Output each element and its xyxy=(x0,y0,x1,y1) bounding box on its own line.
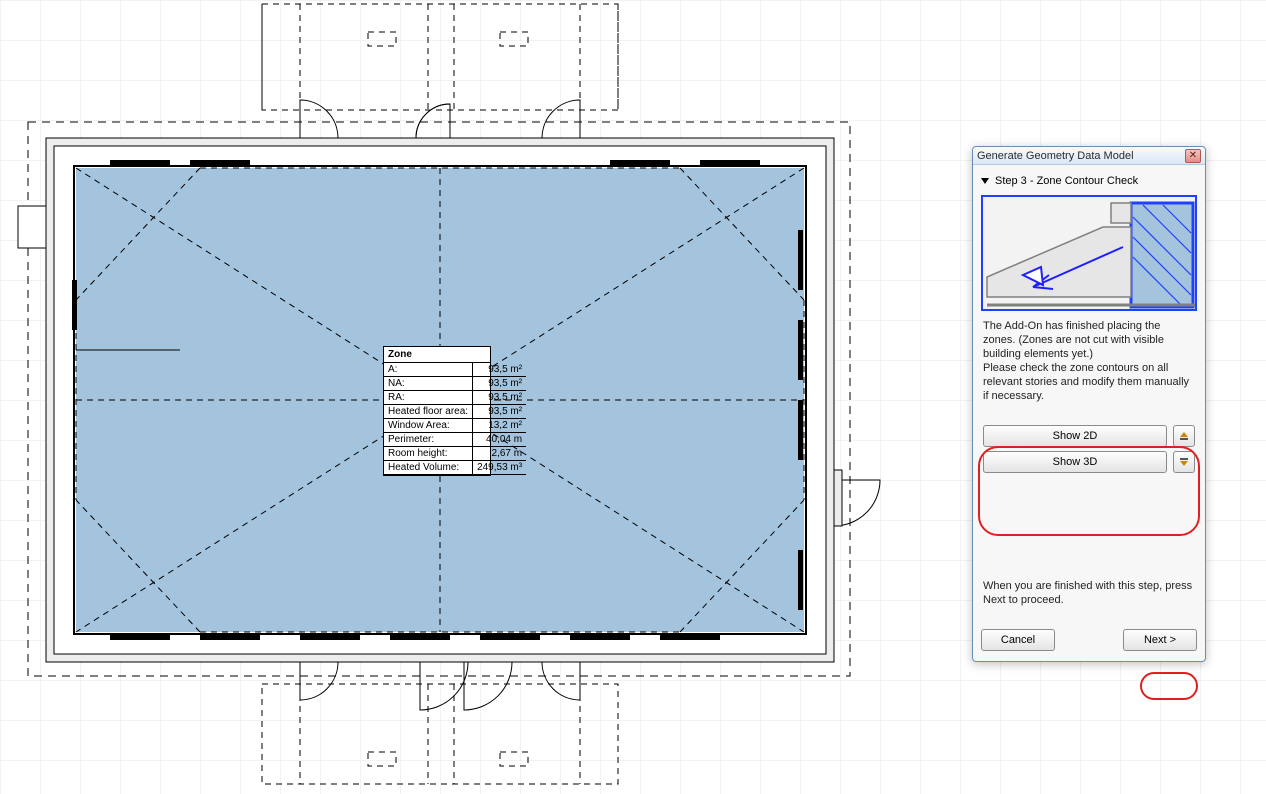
zone-stamp: Zone A:93,5 m² NA:93,5 m² RA:93,5 m² Hea… xyxy=(383,346,491,476)
show-2d-button[interactable]: Show 2D xyxy=(983,425,1167,447)
footer-hint: When you are finished with this step, pr… xyxy=(983,579,1195,607)
step-label: Step 3 - Zone Contour Check xyxy=(995,175,1138,187)
next-button[interactable]: Next > xyxy=(1123,629,1197,651)
story-up-icon[interactable] xyxy=(1173,425,1195,447)
instruction-text: The Add-On has finished placing the zone… xyxy=(983,319,1195,403)
show-3d-button[interactable]: Show 3D xyxy=(983,451,1167,473)
dialog-titlebar[interactable]: Generate Geometry Data Model ✕ xyxy=(973,147,1205,165)
zone-stamp-title: Zone xyxy=(384,347,490,363)
step-preview xyxy=(981,195,1197,311)
step-header[interactable]: Step 3 - Zone Contour Check xyxy=(981,173,1197,195)
dialog-title: Generate Geometry Data Model xyxy=(977,150,1185,162)
zone-stamp-table: A:93,5 m² NA:93,5 m² RA:93,5 m² Heated f… xyxy=(384,363,526,475)
chevron-down-icon xyxy=(981,178,989,184)
close-icon[interactable]: ✕ xyxy=(1185,149,1201,163)
story-down-icon[interactable] xyxy=(1173,451,1195,473)
generate-geometry-dialog: Generate Geometry Data Model ✕ Step 3 - … xyxy=(972,146,1206,662)
cancel-button[interactable]: Cancel xyxy=(981,629,1055,651)
